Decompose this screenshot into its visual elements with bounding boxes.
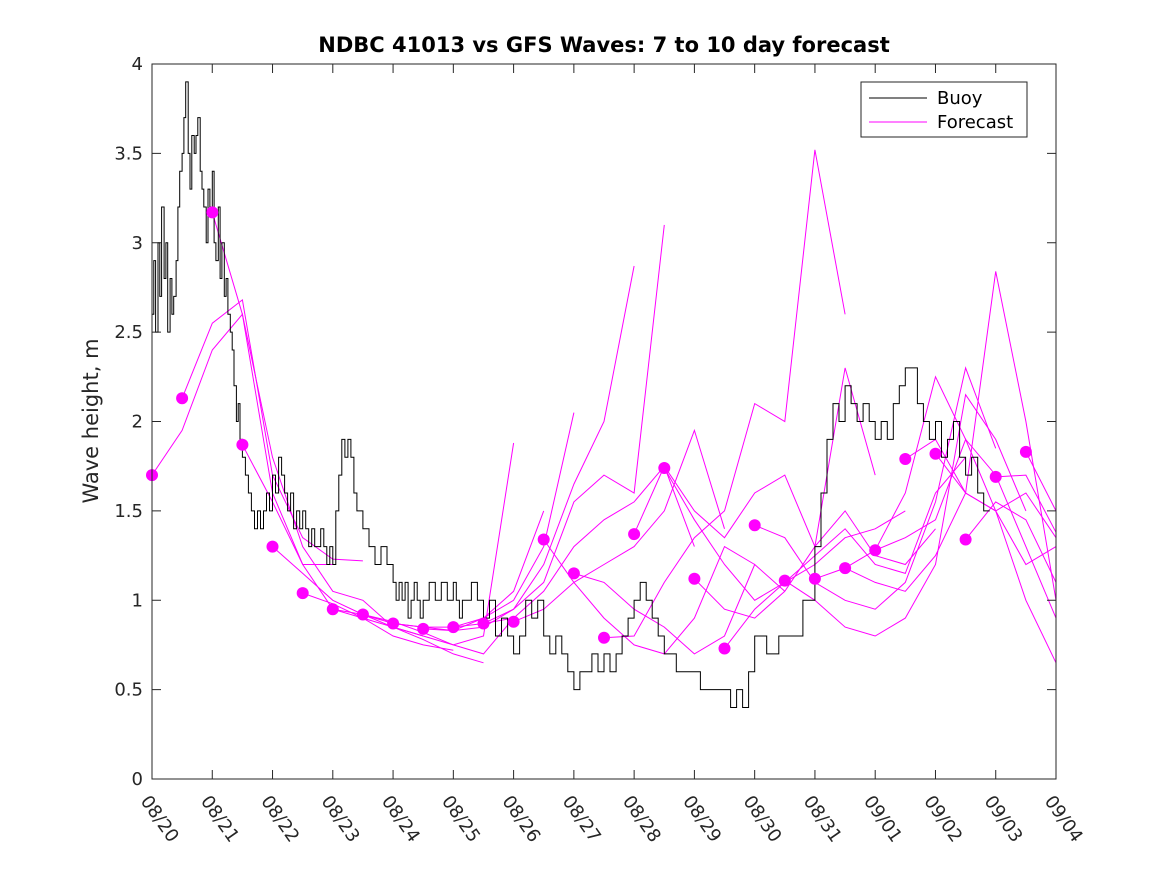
forecast-point-4 — [266, 540, 279, 553]
forecast-line-14 — [573, 563, 786, 655]
forecast-point-7 — [356, 608, 369, 621]
forecast-line-16 — [633, 367, 876, 549]
y-tick-label-5: 2.5 — [114, 322, 143, 343]
forecast-point-28 — [989, 470, 1002, 483]
forecast-point-29 — [1019, 445, 1032, 458]
forecast-line-21 — [784, 393, 1027, 637]
forecast-line-22 — [814, 271, 1057, 601]
y-tick-label-6: 3 — [132, 233, 143, 254]
y-tick-label-3: 1.5 — [114, 501, 143, 522]
x-tick-label-14: 09/03 — [980, 792, 1027, 847]
forecast-point-20 — [748, 519, 761, 532]
forecast-point-15 — [598, 631, 610, 644]
y-tick-label-7: 3.5 — [114, 143, 143, 164]
x-tick-label-15: 09/04 — [1040, 792, 1087, 847]
y-tick-label-4: 2 — [132, 412, 143, 433]
forecast-point-16 — [628, 528, 641, 541]
forecast-point-21 — [778, 574, 791, 587]
x-tick-label-7: 08/27 — [558, 792, 605, 847]
forecast-point-17 — [658, 462, 671, 474]
forecast-line-15 — [603, 149, 846, 639]
y-tick-label-8: 4 — [132, 54, 143, 75]
forecast-line-28 — [995, 474, 1057, 533]
legend: Buoy Forecast — [860, 81, 1028, 138]
forecast-point-9 — [417, 622, 430, 635]
x-tick-label-9: 08/29 — [678, 792, 725, 847]
forecast-line-27 — [965, 501, 1057, 583]
x-tick-label-6: 08/26 — [498, 792, 545, 847]
x-tick-label-1: 08/21 — [196, 792, 243, 847]
forecast-line-20 — [754, 366, 997, 610]
y-tick-label-2: 1 — [132, 590, 143, 611]
forecast-line-29 — [1025, 451, 1057, 512]
forecast-point-13 — [537, 533, 550, 546]
y-tick-label-0: 0 — [132, 769, 143, 790]
forecast-point-11 — [477, 617, 490, 630]
forecast-point-26 — [929, 447, 942, 460]
x-tick-label-3: 08/23 — [317, 792, 364, 847]
chart-title: NDBC 41013 vs GFS Waves: 7 to 10 day for… — [318, 33, 889, 57]
buoy-line — [152, 81, 990, 708]
forecast-point-23 — [839, 562, 852, 575]
forecast-point-25 — [899, 453, 912, 465]
x-tick-label-4: 08/24 — [377, 792, 424, 847]
x-tick-label-5: 08/25 — [437, 792, 484, 847]
forecast-point-2 — [206, 206, 219, 219]
forecast-line-24 — [874, 375, 1057, 619]
x-tick-label-0: 08/20 — [136, 792, 183, 847]
forecast-point-12 — [507, 615, 520, 628]
forecast-point-3 — [236, 438, 249, 451]
y-tick-label-1: 0.5 — [114, 680, 143, 701]
forecast-point-1 — [176, 392, 189, 405]
x-tick-label-12: 09/01 — [859, 792, 906, 847]
forecast-point-8 — [387, 617, 400, 630]
forecast-point-14 — [567, 567, 580, 580]
forecast-line-26 — [935, 453, 1057, 538]
forecast-point-19 — [718, 642, 731, 655]
x-tick-label-10: 08/30 — [739, 792, 786, 847]
legend-buoy-label: Buoy — [937, 88, 983, 109]
x-tick-label-11: 08/31 — [799, 792, 846, 847]
forecast-line-11 — [483, 465, 695, 624]
forecast-point-22 — [808, 572, 821, 585]
forecast-point-18 — [688, 572, 701, 585]
legend-box — [860, 81, 1028, 138]
forecast-line-4 — [272, 546, 484, 664]
y-axis-label: Wave height, m — [79, 338, 103, 503]
forecast-line-12 — [513, 428, 725, 623]
x-tick-label-2: 08/22 — [256, 792, 303, 847]
forecast-line-3 — [241, 444, 454, 651]
x-tick-label-13: 09/02 — [919, 792, 966, 847]
forecast-point-27 — [959, 533, 972, 546]
forecast-point-5 — [296, 587, 309, 600]
series-layer — [146, 81, 1057, 708]
forecast-line-19 — [724, 456, 966, 649]
forecast-line-13 — [543, 539, 755, 655]
forecast-point-10 — [447, 621, 460, 634]
x-tick-label-8: 08/28 — [618, 792, 665, 847]
forecast-point-6 — [326, 603, 339, 616]
forecast-point-24 — [869, 544, 882, 557]
legend-forecast-label: Forecast — [937, 112, 1013, 133]
